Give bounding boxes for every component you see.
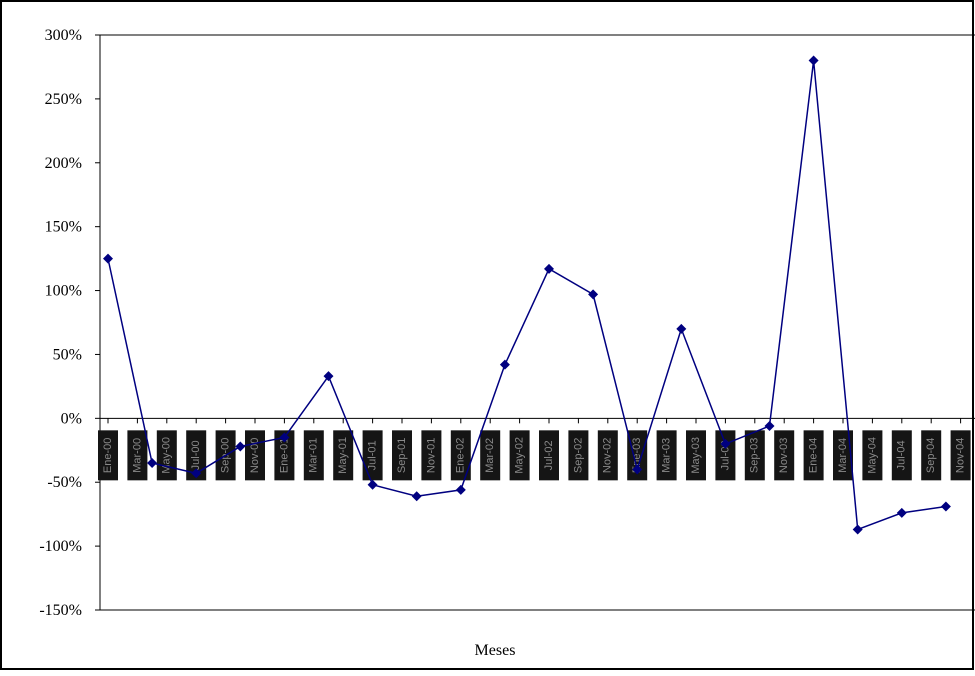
marker <box>940 501 951 512</box>
x-tick-label-box <box>774 430 795 481</box>
x-tick-label-box <box>568 430 589 481</box>
y-tick-label: -50% <box>47 474 82 491</box>
x-axis-title: Meses <box>475 642 516 659</box>
x-tick-label-box <box>509 430 530 481</box>
x-tick-label-box <box>950 430 971 481</box>
x-tick-label: Mar-03 <box>661 438 673 473</box>
y-tick-label: 250% <box>45 91 82 108</box>
x-tick-label: Ene-01 <box>278 438 290 473</box>
x-tick-label: Nov-01 <box>425 438 437 473</box>
x-tick-label-box <box>362 430 383 481</box>
x-tick-label: May-03 <box>690 437 702 474</box>
x-tick-label-box <box>833 430 853 481</box>
y-tick-label: 200% <box>45 155 82 172</box>
x-tick-label-box <box>862 430 883 481</box>
x-tick-label: May-04 <box>866 437 878 474</box>
x-tick-label-box <box>656 430 677 481</box>
x-tick-label-box <box>392 430 412 481</box>
x-tick-label: Jul-04 <box>896 440 908 470</box>
x-tick-label-box <box>803 430 824 481</box>
marker <box>588 289 599 300</box>
x-tick-label-box <box>274 430 295 481</box>
series <box>103 55 951 535</box>
x-tick-label: May-01 <box>337 437 349 474</box>
marker <box>499 359 510 370</box>
x-tick-label-box <box>98 430 118 481</box>
y-tick-label: 150% <box>45 219 82 236</box>
x-tick-label: Nov-03 <box>778 438 790 473</box>
x-tick-label-box <box>421 430 442 481</box>
x-tick-label: Jul-00 <box>190 440 202 470</box>
marker <box>544 263 554 274</box>
marker <box>455 484 466 495</box>
x-tick-label: Sep-04 <box>925 438 937 473</box>
x-tick-label: May-02 <box>514 437 526 474</box>
marker <box>147 458 158 469</box>
x-tick-label: Nov-00 <box>249 438 261 473</box>
x-tick-label-box <box>891 430 912 481</box>
y-tick-label: 0% <box>61 410 82 427</box>
x-tick-label: Mar-02 <box>484 438 496 473</box>
marker <box>367 479 378 490</box>
x-tick-label-box <box>686 430 706 481</box>
x-tick-label-box <box>333 430 354 481</box>
marker <box>720 438 731 449</box>
marker <box>896 507 907 518</box>
x-tick-label: Ene-04 <box>808 438 820 473</box>
x-tick-label-box <box>597 430 618 481</box>
x-tick-label: Mar-00 <box>131 438 143 473</box>
y-tick-label: -150% <box>39 602 82 619</box>
x-tick-label-box <box>303 430 324 481</box>
x-tick-label: Nov-02 <box>602 438 614 473</box>
marker <box>235 441 246 452</box>
x-tick-label: Sep-03 <box>749 438 761 473</box>
y-tick-label: 100% <box>45 283 82 300</box>
y-tick-label: 300% <box>45 27 82 44</box>
x-tick-label: Jul-03 <box>719 440 731 470</box>
marker <box>279 432 290 443</box>
y-tick-label: -100% <box>39 538 82 555</box>
marker <box>764 421 775 431</box>
marker <box>632 464 643 475</box>
x-tick-label: Sep-02 <box>572 438 584 473</box>
marker <box>323 371 334 382</box>
marker <box>191 468 202 479</box>
y-tick-label: 50% <box>53 346 82 363</box>
marker <box>852 524 863 535</box>
x-tick-label: May-00 <box>161 437 173 474</box>
x-tick-label: Ene-03 <box>631 438 643 473</box>
x-tick-label-box <box>921 430 942 481</box>
marker <box>676 323 687 334</box>
x-tick-label: Ene-00 <box>102 438 114 473</box>
x-tick-label-box <box>744 430 765 481</box>
line <box>107 60 947 531</box>
x-tick-label: Jul-01 <box>367 440 379 470</box>
x-tick-label-box <box>127 430 148 481</box>
x-tick-label-box <box>539 430 559 481</box>
x-tick-label-box <box>450 430 471 481</box>
x-tick-label: Mar-01 <box>308 438 320 473</box>
marker <box>808 55 819 66</box>
x-tick-label: Ene-02 <box>455 438 467 473</box>
marker <box>103 253 113 264</box>
x-tick-label-box <box>627 430 648 481</box>
x-tick-label: Mar-04 <box>837 438 849 473</box>
marker <box>411 491 422 502</box>
x-tick-label-box <box>186 430 207 481</box>
x-tick-label-box <box>480 430 501 481</box>
x-tick-label: Jul-02 <box>543 440 555 470</box>
x-tick-label: Sep-01 <box>396 438 408 473</box>
x-tick-label: Nov-04 <box>955 438 967 473</box>
x-tick-label-box <box>715 430 736 481</box>
